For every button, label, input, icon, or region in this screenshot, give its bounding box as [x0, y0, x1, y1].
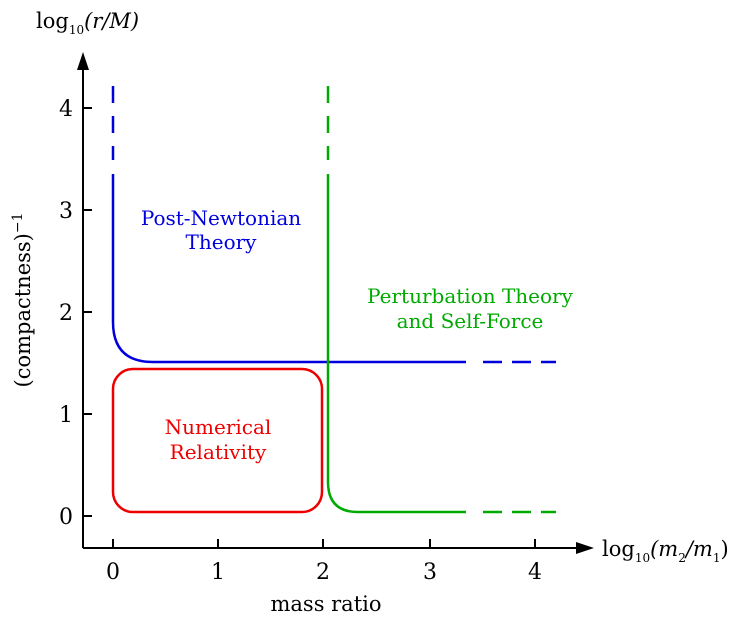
perturbation-boundary — [326, 86, 556, 514]
y-ticks: 0 1 2 3 4 — [59, 97, 92, 530]
x-ticks: 0 1 2 3 4 — [106, 539, 542, 585]
x-tick-label-2: 2 — [316, 560, 330, 585]
y-axis-arrow — [77, 52, 89, 70]
y-axis-side-label: (compactness)−1 — [10, 212, 35, 387]
post-newtonian-boundary — [111, 86, 556, 364]
x-axis-title: log10(m2/m1) — [602, 537, 729, 565]
y-axis-title: log10(r/M) — [36, 9, 139, 37]
y-tick-label-4: 4 — [59, 97, 73, 122]
x-tick-label-3: 3 — [423, 560, 437, 585]
pn-label-line-2: Theory — [186, 230, 258, 254]
pt-solid-curve — [326, 174, 466, 514]
nr-label-line-2: Relativity — [170, 440, 267, 464]
pn-solid-curve — [111, 174, 466, 364]
pt-label-line-1: Perturbation Theory — [367, 284, 574, 308]
axes — [77, 52, 594, 554]
x-axis-bottom-label: mass ratio — [270, 592, 381, 616]
x-tick-label-1: 1 — [211, 560, 225, 585]
y-tick-label-2: 2 — [59, 301, 73, 326]
pt-region-label: Perturbation Theory and Self-Force — [367, 284, 574, 333]
x-tick-label-4: 4 — [528, 560, 542, 585]
numerical-relativity-box — [111, 367, 324, 514]
y-tick-label-3: 3 — [59, 199, 73, 224]
pn-label-line-1: Post-Newtonian — [141, 206, 301, 230]
nr-region-label: Numerical Relativity — [165, 415, 272, 464]
y-tick-label-0: 0 — [59, 505, 73, 530]
x-axis-arrow — [576, 542, 594, 554]
y-tick-label-1: 1 — [59, 403, 73, 428]
pt-label-line-2: and Self-Force — [397, 309, 544, 333]
pn-region-label: Post-Newtonian Theory — [141, 206, 301, 254]
x-tick-label-0: 0 — [106, 560, 120, 585]
nr-label-line-1: Numerical — [165, 415, 272, 439]
